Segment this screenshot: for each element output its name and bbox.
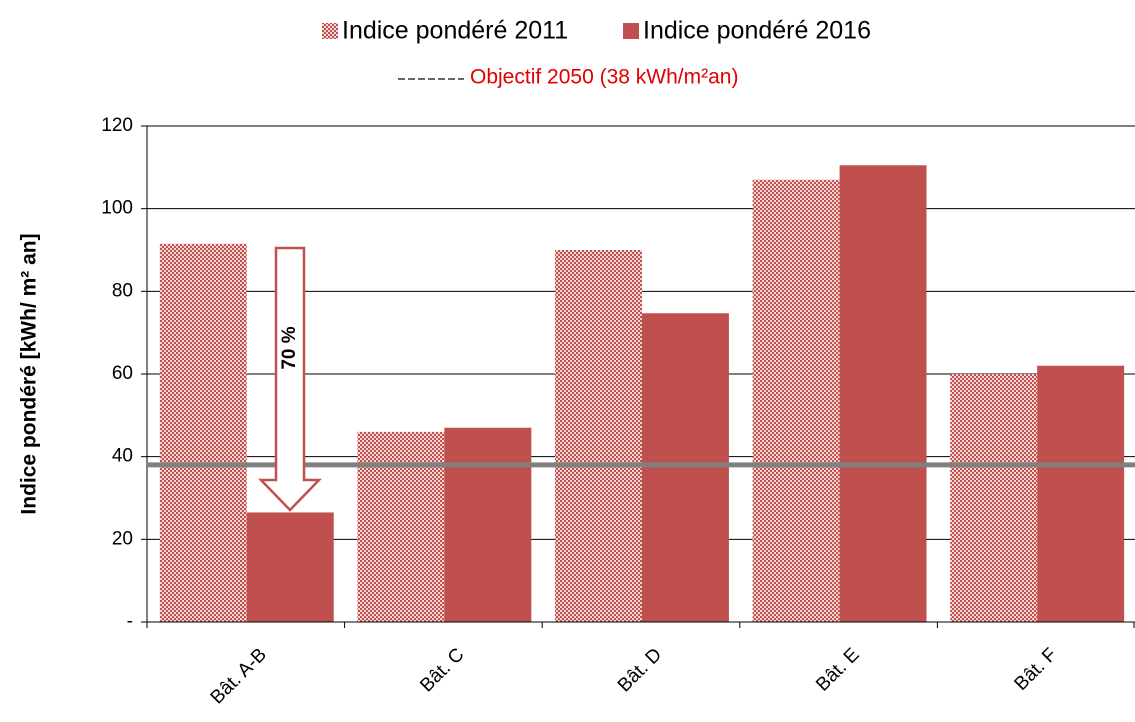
bar — [357, 431, 445, 622]
x-tick-label: Bât. F — [1011, 644, 1062, 695]
y-tick-label: - — [127, 611, 133, 632]
x-tick-label: Bât. C — [416, 644, 468, 696]
x-tick-label: Bât. D — [614, 644, 666, 696]
annotation: 70 % — [279, 326, 300, 369]
bar — [1037, 365, 1125, 622]
y-tick-label: 80 — [112, 280, 133, 301]
bar — [950, 374, 1038, 622]
bar — [555, 250, 642, 622]
x-tick-label: Bât. E — [812, 644, 863, 695]
arrow — [258, 246, 322, 512]
bar — [752, 179, 840, 622]
legend-swatch — [623, 23, 639, 39]
y-axis-label: Indice pondéré [kWh/ m² an] — [18, 233, 41, 514]
bar — [839, 165, 927, 622]
y-tick-label: 120 — [101, 115, 133, 136]
legend-label: Indice pondéré 2011 — [342, 17, 568, 45]
legend-swatch — [322, 23, 338, 39]
bar — [159, 243, 247, 623]
y-tick-label: 20 — [112, 528, 133, 549]
x-tick-label: Bât. A-B — [207, 644, 271, 708]
legend-label: Indice pondéré 2016 — [643, 17, 871, 45]
bar — [444, 427, 532, 622]
bar — [641, 313, 729, 622]
y-tick-label: 100 — [101, 198, 133, 219]
legend-reference-label: Objectif 2050 (38 kWh/m²an) — [470, 66, 738, 89]
y-tick-label: 40 — [112, 446, 133, 467]
bar — [246, 512, 334, 622]
y-tick-label: 60 — [112, 363, 133, 384]
